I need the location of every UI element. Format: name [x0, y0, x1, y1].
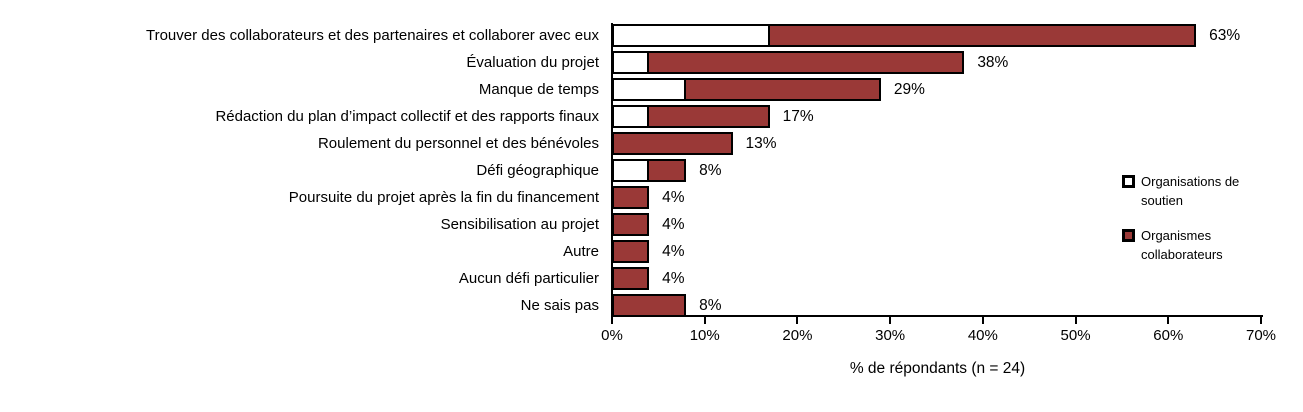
value-label: 4% — [662, 242, 685, 260]
value-label: 63% — [1209, 26, 1241, 44]
bar-organismes-collaborateurs — [612, 131, 733, 155]
category-label: Poursuite du projet après la fin du fina… — [288, 188, 599, 206]
bar-organismes-collaborateurs — [612, 185, 650, 209]
category-label: Évaluation du projet — [466, 53, 599, 71]
x-axis-tick-mark — [889, 317, 892, 324]
legend-label: Organisations de soutien — [1141, 174, 1240, 208]
value-label: 29% — [893, 80, 925, 98]
category-label: Manque de temps — [478, 80, 599, 98]
bar-organismes-collaborateurs — [612, 266, 650, 290]
category-label: Ne sais pas — [520, 296, 599, 314]
value-label: 38% — [977, 53, 1009, 71]
value-label: 8% — [699, 161, 722, 179]
x-axis-tick-mark — [981, 317, 984, 324]
x-axis-tick-mark — [1074, 317, 1077, 324]
x-axis-tick-mark — [1260, 317, 1262, 324]
category-label: Aucun défi particulier — [458, 269, 599, 287]
value-label: 4% — [662, 215, 685, 233]
category-label: Roulement du personnel et des bénévoles — [317, 134, 599, 152]
bar-organismes-collaborateurs — [612, 50, 965, 74]
legend-swatch-white-square-icon — [1122, 175, 1135, 188]
x-axis-tick-label: 20% — [782, 327, 813, 344]
value-label: 4% — [662, 269, 685, 287]
x-axis-tick-mark — [796, 317, 799, 324]
bar-organisations-de-soutien — [612, 104, 650, 128]
x-axis-tick-label: 30% — [875, 327, 906, 344]
category-label: Trouver des collaborateurs et des parten… — [145, 26, 599, 44]
bar-organismes-collaborateurs — [612, 293, 687, 317]
category-label: Autre — [563, 242, 599, 260]
value-label: 17% — [782, 107, 814, 125]
x-axis-tick-label: 10% — [689, 327, 720, 344]
value-label: 4% — [662, 188, 685, 206]
bar-organisations-de-soutien — [612, 23, 770, 47]
bar-organisations-de-soutien — [612, 77, 687, 101]
x-axis-tick-label: 40% — [967, 327, 998, 344]
category-label: Défi géographique — [476, 161, 599, 179]
bar-organismes-collaborateurs — [612, 239, 650, 263]
value-label: 8% — [699, 296, 722, 314]
legend-label: Organismes collaborateurs — [1141, 228, 1223, 262]
legend-swatch-dark-red-square-icon — [1122, 229, 1135, 242]
value-label: 13% — [745, 134, 777, 152]
bar-organisations-de-soutien — [612, 158, 650, 182]
x-axis-tick-label: 50% — [1060, 327, 1091, 344]
x-axis-tick-label: 70% — [1245, 327, 1277, 344]
x-axis-tick-mark — [1167, 317, 1170, 324]
category-label: Sensibilisation au projet — [440, 215, 599, 233]
bar-organismes-collaborateurs — [612, 212, 650, 236]
x-axis-tick-label: 0% — [601, 327, 623, 344]
bar-organisations-de-soutien — [612, 50, 650, 74]
x-axis-tick-mark — [703, 317, 706, 324]
x-axis-line — [611, 315, 1263, 317]
category-label: Rédaction du plan d’impact collectif et … — [215, 107, 599, 125]
x-axis-tick-label: 60% — [1153, 327, 1184, 344]
x-axis-title: % de répondants (n = 24) — [849, 360, 1026, 377]
x-axis-tick-mark — [611, 317, 613, 324]
